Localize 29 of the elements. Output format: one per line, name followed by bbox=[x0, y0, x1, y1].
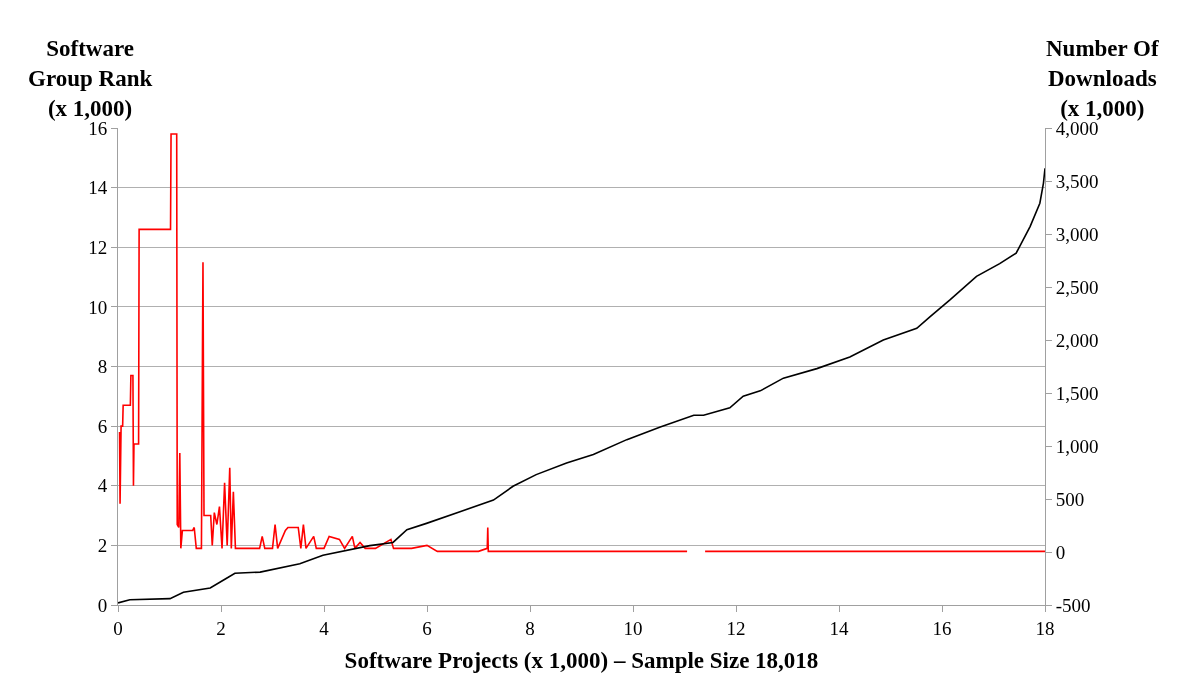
y-tick-label: 14 bbox=[88, 177, 108, 199]
x-tick-label: 0 bbox=[113, 617, 123, 639]
x-tick-label: 16 bbox=[932, 617, 952, 639]
y-tick-label: 8 bbox=[97, 356, 108, 378]
y2-tick-label: 1,500 bbox=[1055, 382, 1099, 404]
y2-tick-label: 500 bbox=[1055, 488, 1085, 510]
y-tick-label: 0 bbox=[97, 594, 108, 616]
x-axis-title: Software Projects (x 1,000) – Sample Size 18,018 bbox=[344, 648, 819, 674]
y2-axis-title: Number Of Downloads (x 1,000) bbox=[1046, 36, 1159, 121]
y2-tick-label: 2,000 bbox=[1055, 329, 1099, 351]
x-tick-label: 14 bbox=[829, 617, 849, 639]
y-tick-label: 4 bbox=[97, 475, 108, 497]
y2-tick-label: -500 bbox=[1055, 594, 1091, 616]
y-tick-label: 6 bbox=[97, 415, 108, 437]
y2-tick-label: 3,000 bbox=[1055, 223, 1099, 245]
x-tick-label: 18 bbox=[1035, 617, 1055, 639]
y2-tick-label: 2,500 bbox=[1055, 276, 1099, 298]
y2-tick-label: 1,000 bbox=[1055, 435, 1099, 457]
x-tick-label: 12 bbox=[726, 617, 746, 639]
x-tick-label: 2 bbox=[216, 617, 226, 639]
x-tick-label: 4 bbox=[319, 617, 330, 639]
y-tick-label: 12 bbox=[88, 236, 108, 258]
x-tick-label: 8 bbox=[525, 617, 535, 639]
x-tick-label: 10 bbox=[623, 617, 643, 639]
y2-tick-label: 0 bbox=[1055, 541, 1066, 563]
y-tick-label: 2 bbox=[97, 535, 108, 557]
x-tick-label: 6 bbox=[422, 617, 432, 639]
y-tick-label: 10 bbox=[88, 296, 108, 318]
y2-tick-label: 3,500 bbox=[1055, 170, 1099, 192]
